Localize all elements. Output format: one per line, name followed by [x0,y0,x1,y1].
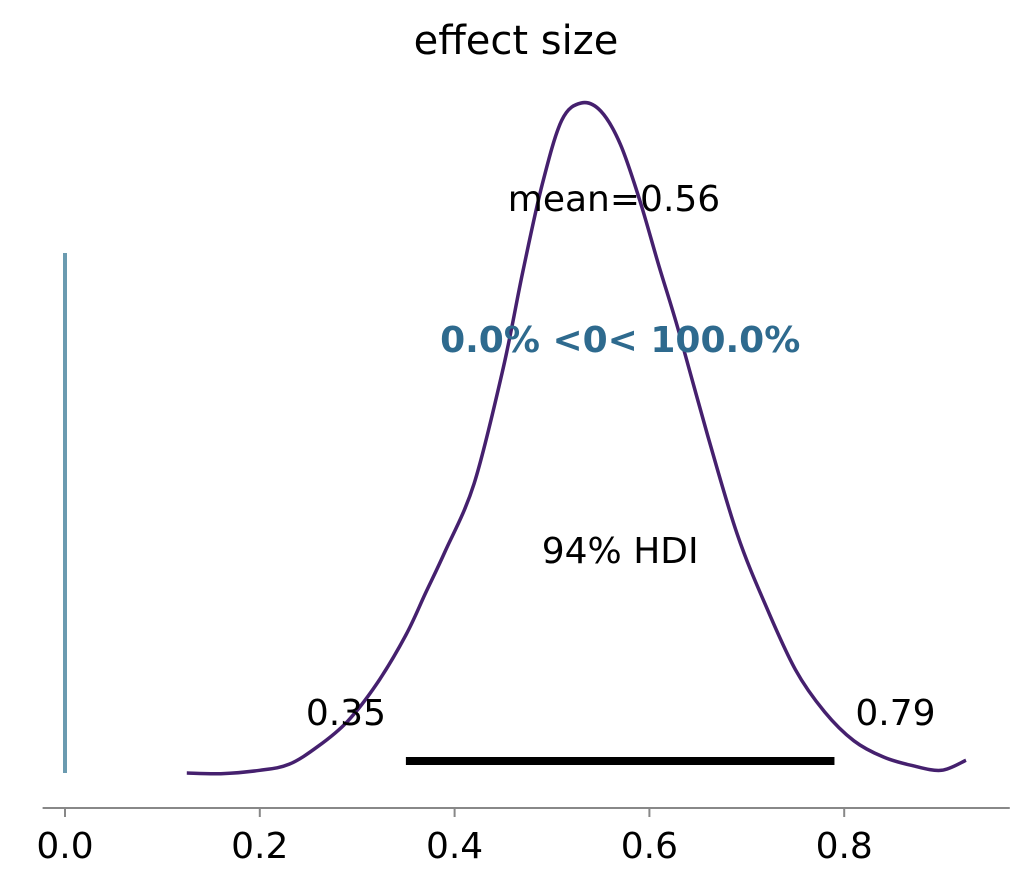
x-tick-label: 0.0 [36,826,93,867]
chart-title: effect size [414,18,619,64]
x-tick-label: 0.6 [621,826,678,867]
hdi-high-label: 0.79 [855,693,935,734]
x-ticks: 0.0 0.2 0.4 0.6 0.8 [36,808,873,867]
x-tick-label: 0.8 [816,826,873,867]
mean-label: mean=0.56 [508,179,720,220]
x-tick-label: 0.4 [426,826,483,867]
x-tick-label: 0.2 [231,826,288,867]
hdi-low-label: 0.35 [306,693,386,734]
hdi-label: 94% HDI [542,531,699,572]
density-curve [186,100,967,776]
reference-probability-label: 0.0% <0< 100.0% [440,320,800,361]
